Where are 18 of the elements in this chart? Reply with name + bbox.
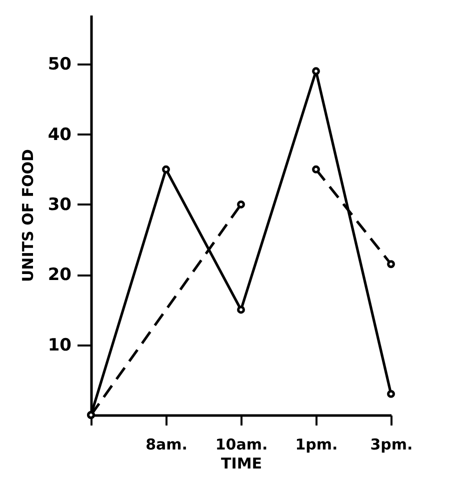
- y-tick-label: 10: [48, 335, 72, 356]
- point: [237, 200, 245, 208]
- point: [162, 165, 170, 174]
- point: [237, 306, 245, 314]
- x-axis-title: TIME: [221, 454, 262, 472]
- point: [312, 165, 320, 174]
- x-tick-label: 10am.: [215, 436, 268, 454]
- y-tick-label: 50: [48, 54, 72, 75]
- point: [312, 67, 320, 76]
- x-tick-label: 1pm.: [295, 436, 338, 454]
- x-tick-label: 3pm.: [370, 436, 413, 454]
- y-axis-title: UNITS OF FOOD: [18, 149, 37, 282]
- x-tick-label: 8am.: [146, 436, 188, 454]
- point: [387, 260, 395, 268]
- point: [387, 390, 395, 398]
- y-tick-label: 30: [48, 194, 72, 215]
- y-tick-label: 20: [48, 265, 72, 286]
- y-tick-label: 40: [48, 124, 72, 145]
